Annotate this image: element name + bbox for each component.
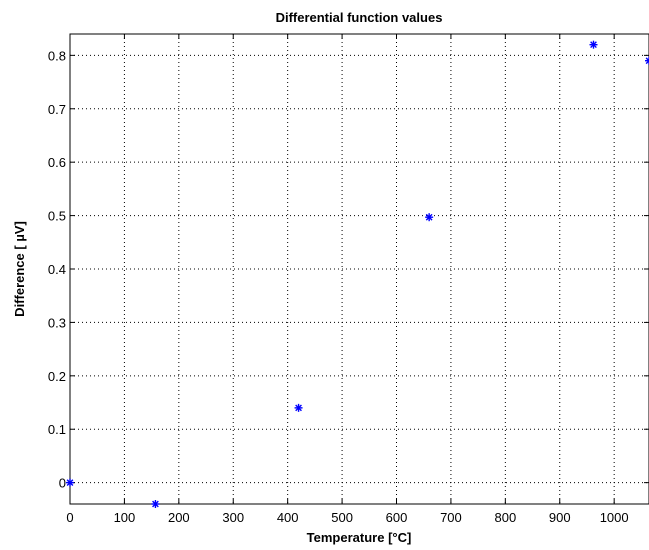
data-point	[589, 40, 598, 49]
data-points	[66, 40, 649, 508]
x-tick-label: 500	[331, 510, 353, 525]
chart-title: Differential function values	[276, 10, 443, 25]
y-tick-label: 0.2	[48, 369, 66, 384]
x-axis-label: Temperature [°C]	[307, 530, 412, 545]
x-tick-label: 700	[440, 510, 462, 525]
y-tick-label: 0.1	[48, 422, 66, 437]
x-tick-label: 100	[114, 510, 136, 525]
y-tick-label: 0.6	[48, 155, 66, 170]
x-tick-label: 400	[277, 510, 299, 525]
y-tick-label: 0.4	[48, 262, 66, 277]
x-tick-label: 0	[66, 510, 73, 525]
data-point	[66, 478, 74, 487]
x-tick-label: 600	[386, 510, 408, 525]
data-point	[294, 403, 303, 412]
data-point	[425, 213, 434, 222]
x-tick-label: 300	[222, 510, 244, 525]
y-tick-label: 0.8	[48, 48, 66, 63]
x-tick-label: 1000	[600, 510, 629, 525]
y-tick-label: 0.3	[48, 315, 66, 330]
y-tick-label: 0.5	[48, 209, 66, 224]
x-tick-label: 900	[549, 510, 571, 525]
data-point	[645, 56, 649, 65]
data-point	[151, 500, 160, 508]
axis-ticks: 0 100 200 300 400 500 600 700 800 900 1000 0 0.1 0.2 0…	[48, 34, 649, 525]
y-tick-label: 0.7	[48, 102, 66, 117]
x-tick-label: 200	[168, 510, 190, 525]
x-tick-label: 800	[494, 510, 516, 525]
y-axis-label: Difference [ µV]	[12, 221, 27, 317]
y-tick-label: 0	[59, 476, 66, 491]
grid-lines	[70, 34, 649, 504]
